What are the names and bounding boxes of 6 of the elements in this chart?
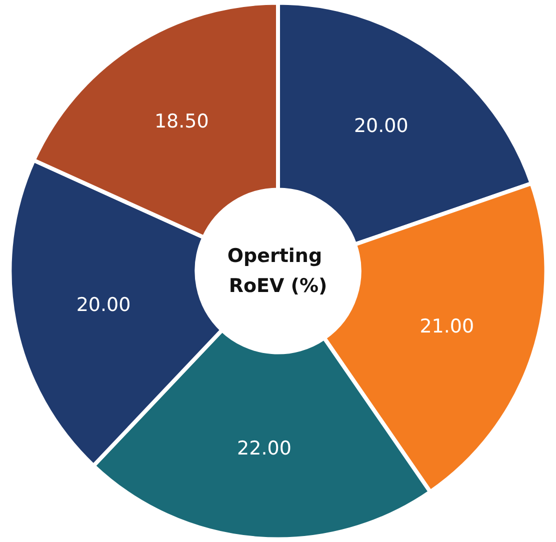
data-label: 20.00 <box>354 115 408 138</box>
data-label: 22.00 <box>237 437 292 460</box>
text: Operting RoEV (%) <box>227 245 329 297</box>
data-label: 21.00 <box>420 315 474 338</box>
data-label: 20.00 <box>76 294 131 316</box>
data-label: 18.50 <box>154 110 209 133</box>
